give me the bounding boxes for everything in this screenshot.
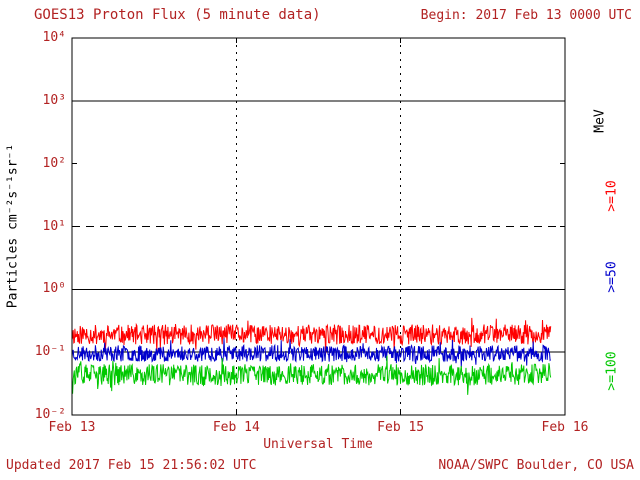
x-tick-label: Feb 15 [377,420,425,435]
y-tick-label: 10¹ [42,218,66,234]
credit-label: NOAA/SWPC Boulder, CO USA [438,458,634,473]
x-axis-label: Universal Time [263,437,373,452]
x-tick-label: Feb 14 [212,420,260,435]
begin-timestamp: Begin: 2017 Feb 13 0000 UTC [420,8,632,23]
chart-title: GOES13 Proton Flux (5 minute data) [34,7,321,23]
y-tick-label: 10⁻¹ [34,344,66,360]
y-tick-label: 10³ [42,92,66,108]
series--10-mev [71,317,552,354]
plot-border [71,37,566,416]
series--50-mev [71,338,552,368]
threshold-label-ge100: >=100 [604,351,620,391]
y-tick-label: 10⁰ [42,281,66,297]
x-tick-label: Feb 13 [48,420,96,435]
y-tick-label: 10⁻² [34,407,66,422]
units-label: MeV [592,109,608,133]
updated-timestamp: Updated 2017 Feb 15 21:56:02 UTC [6,458,257,473]
y-tick-label: 10⁴ [42,30,66,45]
x-tick-label: Feb 16 [541,420,589,435]
y-axis-label: Particles cm⁻²s⁻¹sr⁻¹ [5,143,21,309]
series--100-mev [71,355,552,395]
threshold-label-ge50: >=50 [604,261,620,293]
threshold-label-ge10: >=10 [604,180,620,212]
y-tick-label: 10² [42,155,66,171]
